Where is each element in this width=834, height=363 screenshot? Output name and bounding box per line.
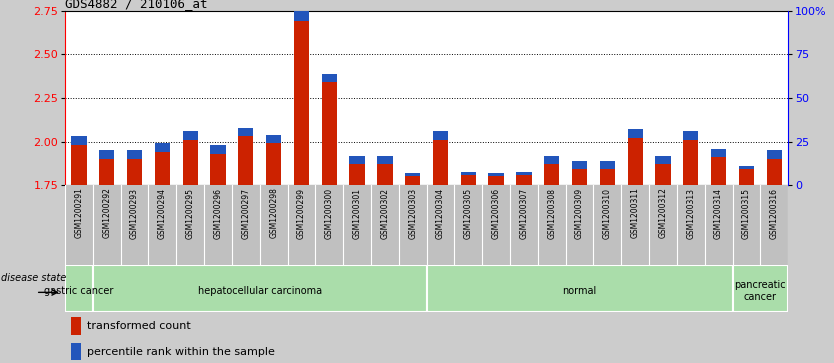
Bar: [155, 152, 170, 185]
Text: GSM1200296: GSM1200296: [214, 188, 223, 238]
Bar: [99, 150, 114, 159]
Text: GSM1200292: GSM1200292: [103, 188, 111, 238]
Bar: [377, 155, 393, 164]
Bar: [572, 170, 587, 185]
Text: GSM1200303: GSM1200303: [408, 188, 417, 238]
Text: GSM1200312: GSM1200312: [659, 188, 667, 238]
Text: GSM1200304: GSM1200304: [436, 188, 445, 238]
Bar: [460, 175, 476, 185]
Bar: [739, 166, 754, 170]
Text: disease state: disease state: [2, 273, 67, 283]
Bar: [433, 140, 448, 185]
Bar: [210, 154, 226, 185]
Bar: [127, 150, 143, 159]
Text: GSM1200302: GSM1200302: [380, 188, 389, 238]
Bar: [266, 135, 281, 143]
Text: GSM1200293: GSM1200293: [130, 188, 139, 238]
Bar: [656, 164, 671, 185]
Bar: [683, 140, 698, 185]
Text: GSM1200314: GSM1200314: [714, 188, 723, 238]
Text: GSM1200315: GSM1200315: [742, 188, 751, 238]
Bar: [99, 159, 114, 185]
Bar: [766, 159, 781, 185]
Text: GSM1200301: GSM1200301: [353, 188, 362, 238]
Text: GSM1200310: GSM1200310: [603, 188, 612, 238]
Bar: [627, 138, 643, 185]
Bar: [239, 136, 254, 185]
Bar: [600, 161, 615, 170]
Bar: [627, 129, 643, 138]
Text: GSM1200298: GSM1200298: [269, 188, 278, 238]
Bar: [349, 155, 364, 164]
Bar: [210, 145, 226, 154]
Text: GSM1200306: GSM1200306: [491, 188, 500, 238]
Bar: [600, 170, 615, 185]
Bar: [711, 148, 726, 157]
Bar: [71, 317, 81, 335]
Bar: [294, 21, 309, 185]
Text: GSM1200294: GSM1200294: [158, 188, 167, 238]
Text: GSM1200305: GSM1200305: [464, 188, 473, 238]
Bar: [683, 131, 698, 140]
Bar: [544, 155, 560, 164]
Text: GSM1200308: GSM1200308: [547, 188, 556, 238]
Bar: [544, 164, 560, 185]
Bar: [294, 0, 309, 21]
Bar: [93, 265, 426, 312]
Bar: [239, 128, 254, 136]
Bar: [155, 143, 170, 152]
Bar: [572, 161, 587, 170]
Bar: [656, 155, 671, 164]
Bar: [266, 143, 281, 185]
Bar: [72, 136, 87, 145]
Bar: [516, 175, 531, 185]
Bar: [377, 164, 393, 185]
Bar: [183, 131, 198, 140]
Text: GSM1200309: GSM1200309: [575, 188, 584, 238]
Bar: [766, 150, 781, 159]
Bar: [489, 173, 504, 176]
Text: GSM1200300: GSM1200300: [324, 188, 334, 238]
Text: GDS4882 / 210106_at: GDS4882 / 210106_at: [65, 0, 208, 10]
Bar: [732, 265, 788, 312]
Bar: [489, 176, 504, 185]
Text: normal: normal: [562, 286, 596, 296]
Bar: [516, 172, 531, 175]
Bar: [127, 159, 143, 185]
Text: pancreatic
cancer: pancreatic cancer: [735, 280, 786, 302]
Bar: [72, 145, 87, 185]
Text: GSM1200295: GSM1200295: [186, 188, 194, 238]
Bar: [426, 265, 732, 312]
Bar: [322, 82, 337, 185]
Text: GSM1200316: GSM1200316: [770, 188, 779, 238]
Bar: [405, 173, 420, 176]
Text: hepatocellular carcinoma: hepatocellular carcinoma: [198, 286, 322, 296]
Bar: [405, 176, 420, 185]
Bar: [322, 74, 337, 82]
Text: GSM1200299: GSM1200299: [297, 188, 306, 238]
Bar: [460, 172, 476, 175]
Bar: [183, 140, 198, 185]
Bar: [349, 164, 364, 185]
Bar: [433, 131, 448, 140]
Bar: [739, 170, 754, 185]
Bar: [711, 157, 726, 185]
Text: GSM1200297: GSM1200297: [241, 188, 250, 238]
Text: gastric cancer: gastric cancer: [44, 286, 113, 296]
Text: GSM1200313: GSM1200313: [686, 188, 696, 238]
Text: GSM1200311: GSM1200311: [631, 188, 640, 238]
Bar: [71, 343, 81, 360]
Text: GSM1200291: GSM1200291: [74, 188, 83, 238]
Text: transformed count: transformed count: [87, 321, 190, 331]
Text: GSM1200307: GSM1200307: [520, 188, 529, 238]
Bar: [65, 265, 93, 312]
Text: percentile rank within the sample: percentile rank within the sample: [87, 347, 274, 357]
